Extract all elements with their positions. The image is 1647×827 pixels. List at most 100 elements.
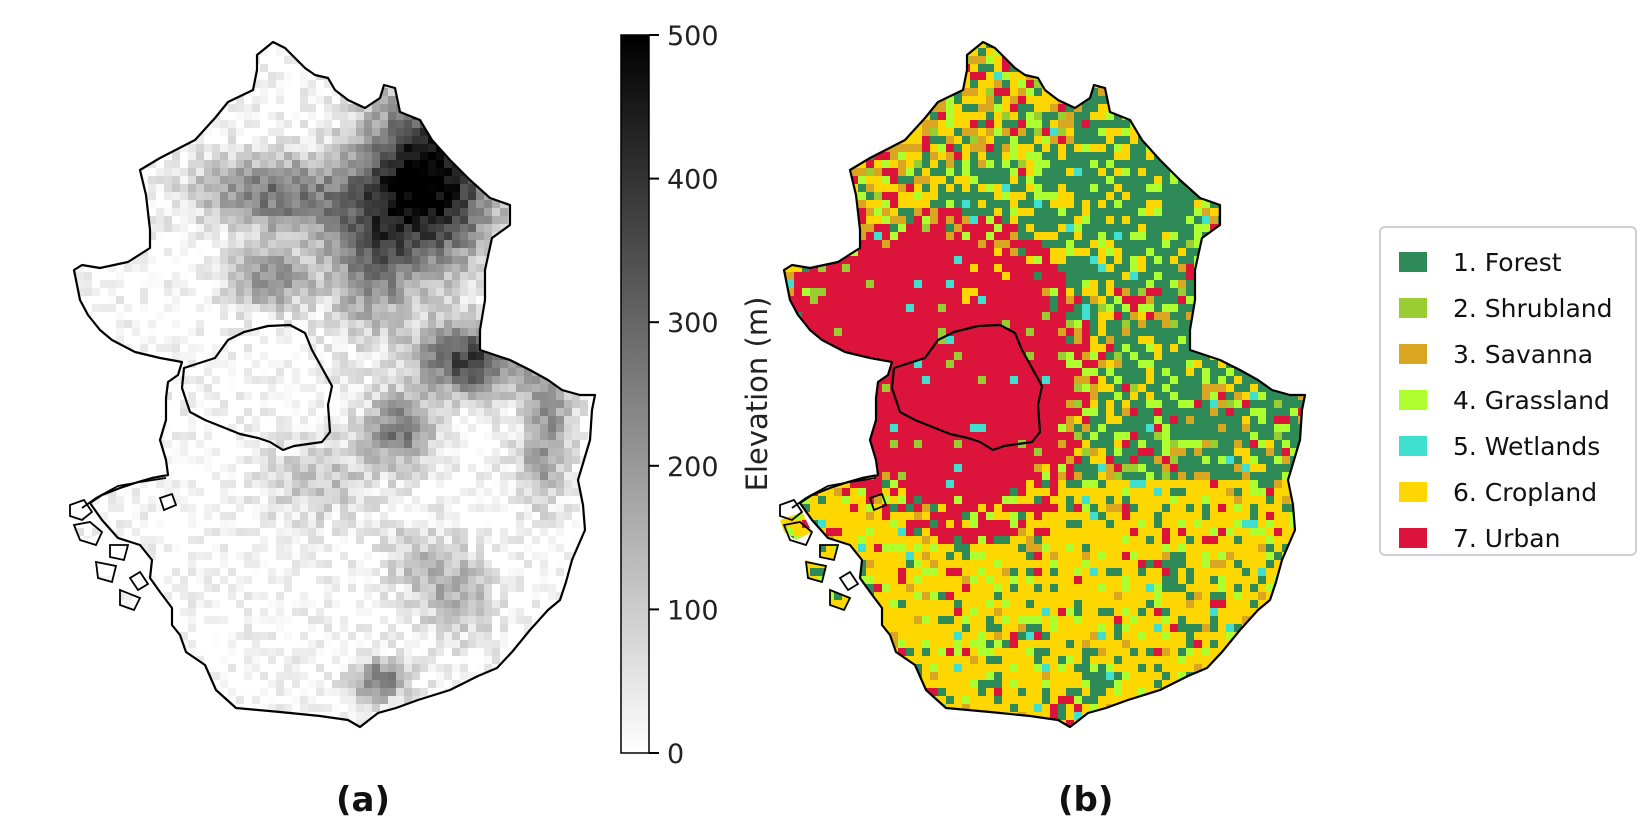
elevation-cell — [100, 464, 109, 473]
elevation-cell — [492, 104, 501, 113]
elevation-cell — [220, 520, 229, 529]
elevation-cell — [564, 232, 573, 241]
elevation-cell — [172, 208, 181, 217]
elevation-cell — [76, 240, 85, 249]
elevation-cell — [580, 408, 589, 417]
elevation-cell — [468, 120, 477, 129]
elevation-cell — [84, 56, 93, 65]
elevation-cell — [596, 480, 604, 488]
elevation-cell — [284, 360, 293, 369]
elevation-cell — [412, 312, 421, 321]
elevation-cell — [76, 248, 85, 257]
elevation-cell — [428, 568, 437, 577]
elevation-cell — [244, 288, 253, 297]
elevation-cell — [364, 232, 373, 241]
elevation-cell — [500, 184, 509, 193]
elevation-cell — [388, 216, 397, 225]
elevation-cell — [308, 512, 317, 521]
elevation-cell — [228, 408, 237, 417]
elevation-cell — [540, 512, 549, 521]
elevation-cell — [388, 616, 397, 625]
elevation-cell — [412, 344, 421, 353]
elevation-cell — [532, 352, 541, 361]
elevation-cell — [260, 464, 269, 473]
elevation-cell — [92, 64, 101, 73]
elevation-cell — [60, 128, 68, 136]
elevation-cell — [436, 416, 445, 425]
elevation-cell — [284, 144, 293, 153]
elevation-cell — [596, 200, 604, 208]
elevation-cell — [388, 488, 397, 497]
elevation-cell — [236, 280, 245, 289]
elevation-cell — [76, 392, 85, 401]
elevation-cell — [388, 336, 397, 345]
elevation-cell — [540, 64, 549, 73]
elevation-cell — [540, 112, 549, 121]
elevation-cell — [540, 496, 549, 505]
elevation-cell — [180, 232, 189, 241]
elevation-cell — [132, 80, 141, 89]
elevation-cell — [284, 560, 293, 569]
elevation-cell — [172, 480, 181, 489]
elevation-cell — [60, 40, 68, 48]
elevation-cell — [540, 96, 549, 105]
elevation-cell — [180, 496, 189, 505]
elevation-cell — [324, 136, 333, 145]
elevation-cell — [316, 184, 325, 193]
elevation-cell — [412, 152, 421, 161]
elevation-cell — [452, 208, 461, 217]
elevation-cell — [84, 248, 93, 257]
elevation-cell — [292, 240, 301, 249]
elevation-cell — [388, 208, 397, 217]
elevation-cell — [196, 392, 205, 401]
elevation-cell — [124, 320, 133, 329]
elevation-cell — [132, 392, 141, 401]
elevation-cell — [572, 248, 581, 257]
elevation-cell — [468, 96, 477, 105]
elevation-cell — [340, 200, 349, 209]
elevation-cell — [220, 328, 229, 337]
elevation-cell — [164, 120, 173, 129]
elevation-cell — [388, 184, 397, 193]
elevation-cell — [540, 176, 549, 185]
elevation-cell — [404, 464, 413, 473]
elevation-cell — [388, 224, 397, 233]
elevation-cell — [260, 408, 269, 417]
elevation-cell — [420, 296, 429, 305]
elevation-cell — [84, 280, 93, 289]
elevation-cell — [316, 376, 325, 385]
elevation-cell — [596, 224, 604, 232]
elevation-cell — [244, 552, 253, 561]
elevation-cell — [212, 184, 221, 193]
elevation-cell — [332, 368, 341, 377]
elevation-cell — [212, 168, 221, 177]
elevation-cell — [228, 496, 237, 505]
elevation-cell — [70, 240, 77, 249]
elevation-cell — [452, 536, 461, 545]
elevation-cell — [468, 168, 477, 177]
elevation-cell — [468, 608, 477, 617]
elevation-cell — [308, 504, 317, 513]
elevation-cell — [156, 568, 165, 577]
elevation-cell — [388, 104, 397, 113]
elevation-cell — [420, 184, 429, 193]
elevation-cell — [124, 336, 133, 345]
elevation-cell — [116, 128, 125, 137]
elevation-cell — [428, 504, 437, 513]
elevation-cell — [468, 576, 477, 585]
elevation-cell — [388, 152, 397, 161]
elevation-cell — [596, 208, 604, 216]
elevation-cell — [196, 96, 205, 105]
elevation-cell — [228, 288, 237, 297]
elevation-cell — [388, 584, 397, 593]
elevation-map — [60, 40, 604, 729]
elevation-cell — [196, 200, 205, 209]
elevation-cell — [396, 352, 405, 361]
elevation-cell — [340, 432, 349, 441]
elevation-cell — [172, 512, 181, 521]
elevation-cell — [260, 416, 269, 425]
elevation-cell — [492, 208, 501, 217]
elevation-cell — [316, 256, 325, 265]
elevation-cell — [380, 104, 389, 113]
elevation-cell — [172, 536, 181, 545]
